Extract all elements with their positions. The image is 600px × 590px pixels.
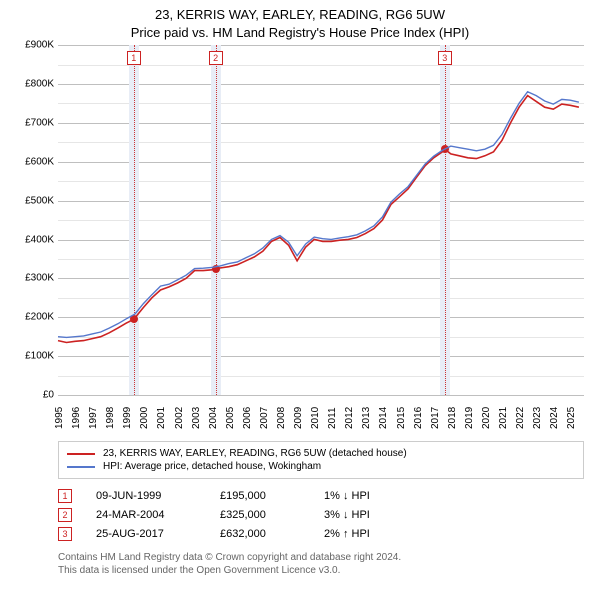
chart-title: 23, KERRIS WAY, EARLEY, READING, RG6 5UW… — [10, 6, 590, 41]
x-axis-label: 2008 — [276, 407, 287, 429]
transaction-table: 1 09-JUN-1999 £195,000 1% ↓ HPI 2 24-MAR-2004… — [58, 489, 584, 541]
x-axis-label: 2010 — [310, 407, 321, 429]
x-axis-label: 2017 — [430, 407, 441, 429]
title-line2: Price paid vs. HM Land Registry's House … — [10, 24, 590, 42]
series-line — [58, 96, 579, 343]
y-axis-label: £700K — [10, 117, 54, 128]
y-axis-label: £200K — [10, 312, 54, 323]
x-axis-label: 1997 — [88, 407, 99, 429]
transaction-row: 2 24-MAR-2004 £325,000 3% ↓ HPI — [58, 508, 584, 522]
transaction-date: 25-AUG-2017 — [96, 528, 196, 540]
x-axis-labels: 1995199619971998199920002001200220032004… — [58, 395, 584, 435]
legend-swatch-hpi — [67, 466, 95, 468]
x-axis-label: 2020 — [481, 407, 492, 429]
y-axis-label: £300K — [10, 273, 54, 284]
x-axis-label: 2002 — [174, 407, 185, 429]
y-axis-label: £100K — [10, 351, 54, 362]
x-axis-label: 2021 — [498, 407, 509, 429]
y-axis-label: £500K — [10, 195, 54, 206]
legend-item-property: 23, KERRIS WAY, EARLEY, READING, RG6 5UW… — [67, 448, 575, 459]
x-axis-label: 2009 — [293, 407, 304, 429]
legend-item-hpi: HPI: Average price, detached house, Woki… — [67, 461, 575, 472]
x-axis-label: 1998 — [105, 407, 116, 429]
legend-label-property: 23, KERRIS WAY, EARLEY, READING, RG6 5UW… — [103, 448, 407, 459]
copyright: Contains HM Land Registry data © Crown c… — [58, 551, 584, 577]
y-axis-label: £900K — [10, 40, 54, 51]
transaction-badge: 2 — [58, 508, 72, 522]
x-axis-label: 2004 — [208, 407, 219, 429]
legend-swatch-property — [67, 453, 95, 455]
x-axis-label: 1996 — [71, 407, 82, 429]
x-axis-label: 2014 — [378, 407, 389, 429]
transaction-row: 3 25-AUG-2017 £632,000 2% ↑ HPI — [58, 527, 584, 541]
copyright-line2: This data is licensed under the Open Gov… — [58, 564, 584, 577]
legend-label-hpi: HPI: Average price, detached house, Woki… — [103, 461, 321, 472]
transaction-date: 09-JUN-1999 — [96, 490, 196, 502]
transaction-delta: 2% ↑ HPI — [324, 528, 370, 540]
transaction-date: 24-MAR-2004 — [96, 509, 196, 521]
x-axis-label: 2000 — [139, 407, 150, 429]
x-axis-label: 2001 — [156, 407, 167, 429]
x-axis-label: 2025 — [566, 407, 577, 429]
x-axis-label: 1995 — [54, 407, 65, 429]
x-axis-label: 2019 — [464, 407, 475, 429]
copyright-line1: Contains HM Land Registry data © Crown c… — [58, 551, 584, 564]
x-axis-label: 2016 — [413, 407, 424, 429]
x-axis-label: 2018 — [447, 407, 458, 429]
transaction-price: £632,000 — [220, 528, 300, 540]
x-axis-label: 2006 — [242, 407, 253, 429]
x-axis-label: 1999 — [122, 407, 133, 429]
legend: 23, KERRIS WAY, EARLEY, READING, RG6 5UW… — [58, 441, 584, 479]
x-axis-label: 2005 — [225, 407, 236, 429]
y-axis-label: £400K — [10, 234, 54, 245]
x-axis-label: 2011 — [327, 408, 338, 430]
y-axis-label: £0 — [10, 390, 54, 401]
y-axis-label: £800K — [10, 78, 54, 89]
transaction-badge: 1 — [58, 489, 72, 503]
x-axis-label: 2003 — [191, 407, 202, 429]
title-line1: 23, KERRIS WAY, EARLEY, READING, RG6 5UW — [10, 6, 590, 24]
x-axis-label: 2015 — [396, 407, 407, 429]
transaction-badge: 3 — [58, 527, 72, 541]
x-axis-label: 2013 — [361, 407, 372, 429]
transaction-delta: 3% ↓ HPI — [324, 509, 370, 521]
y-axis-label: £600K — [10, 156, 54, 167]
x-axis-label: 2023 — [532, 407, 543, 429]
x-axis-label: 2007 — [259, 407, 270, 429]
transaction-row: 1 09-JUN-1999 £195,000 1% ↓ HPI — [58, 489, 584, 503]
series-line — [58, 92, 579, 338]
x-axis-label: 2012 — [344, 407, 355, 429]
transaction-price: £325,000 — [220, 509, 300, 521]
x-axis-label: 2024 — [549, 407, 560, 429]
transaction-price: £195,000 — [220, 490, 300, 502]
x-axis-label: 2022 — [515, 407, 526, 429]
transaction-delta: 1% ↓ HPI — [324, 490, 370, 502]
price-chart: £0£100K£200K£300K£400K£500K£600K£700K£80… — [58, 45, 584, 395]
